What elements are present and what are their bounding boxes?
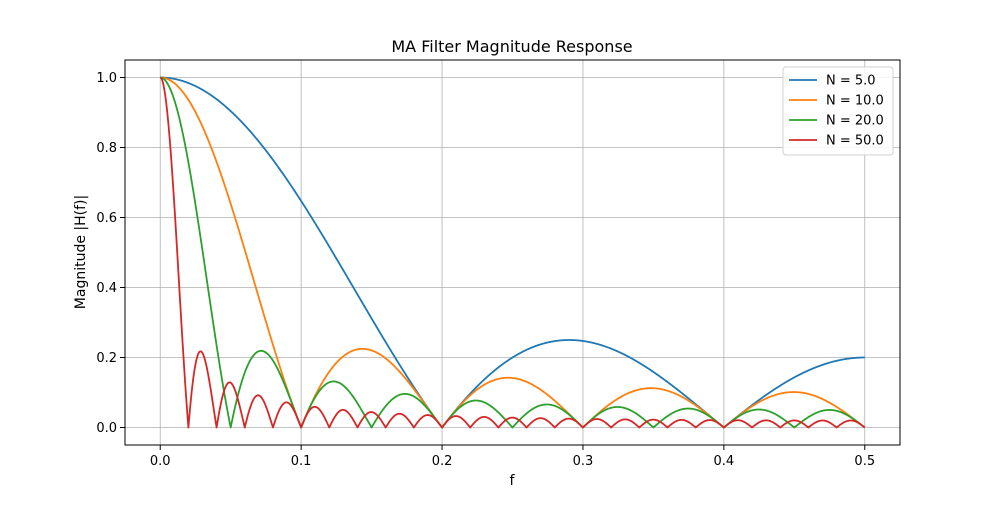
legend: N = 5.0 N = 10.0 N = 20.0 N = 50.0 (782, 66, 894, 156)
series-line-n50 (159, 76, 866, 429)
y-tick-label: 0.0 (96, 421, 117, 436)
y-tick-label: 0.2 (96, 351, 117, 366)
x-axis-title: f (510, 473, 516, 489)
chart-title: MA Filter Magnitude Response (391, 37, 632, 56)
legend-label: N = 50.0 (826, 134, 884, 149)
x-axis: 0.0 0.1 0.2 0.3 0.4 0.5 (150, 445, 875, 469)
series-line-n20 (159, 76, 866, 429)
series-line-n5 (159, 76, 866, 429)
x-tick-label: 0.0 (150, 454, 171, 469)
y-axis: 0.0 0.2 0.4 0.6 0.8 1.0 (96, 71, 125, 436)
series-line-n10 (159, 76, 866, 429)
x-tick-label: 0.2 (432, 454, 453, 469)
legend-label: N = 10.0 (826, 94, 884, 109)
x-tick-label: 0.5 (854, 454, 875, 469)
x-tick-label: 0.3 (573, 454, 594, 469)
plot-frame (124, 59, 901, 446)
y-tick-label: 0.6 (96, 211, 117, 226)
y-tick-label: 1.0 (96, 71, 117, 86)
x-tick-label: 0.1 (291, 454, 312, 469)
y-tick-label: 0.8 (96, 141, 117, 156)
x-tick-label: 0.4 (714, 454, 735, 469)
legend-label: N = 20.0 (826, 114, 884, 129)
y-tick-label: 0.4 (96, 281, 117, 296)
legend-label: N = 5.0 (826, 74, 876, 89)
y-axis-title: Magnitude |H(f)| (73, 195, 89, 309)
series-layer (159, 76, 866, 429)
legend-box (782, 66, 894, 156)
